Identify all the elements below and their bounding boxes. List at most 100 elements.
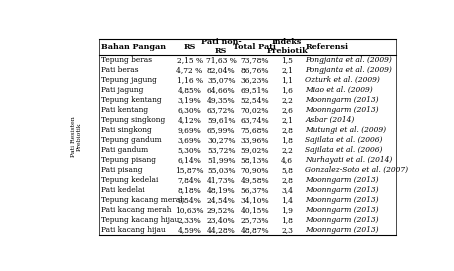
Text: 86,76%: 86,76% bbox=[241, 66, 269, 74]
Text: 44,28%: 44,28% bbox=[207, 226, 236, 234]
Text: 58,13%: 58,13% bbox=[241, 156, 269, 164]
Text: 2,1: 2,1 bbox=[281, 66, 293, 74]
Text: 2,2: 2,2 bbox=[281, 146, 293, 154]
Text: Pati Resisten
Prebiotik: Pati Resisten Prebiotik bbox=[71, 117, 82, 157]
Text: Pati kacang hijau: Pati kacang hijau bbox=[101, 226, 166, 234]
Text: Moonngarm (2013): Moonngarm (2013) bbox=[305, 216, 379, 224]
Text: Sajilata et al. (2006): Sajilata et al. (2006) bbox=[305, 146, 383, 154]
Text: Moonngarm (2013): Moonngarm (2013) bbox=[305, 226, 379, 234]
Text: Referensi: Referensi bbox=[305, 43, 348, 51]
Text: 1,16 %: 1,16 % bbox=[177, 76, 202, 84]
Text: 48,19%: 48,19% bbox=[207, 186, 236, 194]
Text: 36,23%: 36,23% bbox=[241, 76, 269, 84]
Text: 6,30%: 6,30% bbox=[178, 106, 202, 114]
Text: 64,66%: 64,66% bbox=[207, 86, 236, 94]
Text: Tepung beras: Tepung beras bbox=[101, 56, 152, 64]
Text: Asbar (2014): Asbar (2014) bbox=[305, 116, 355, 124]
Text: 1,8: 1,8 bbox=[281, 136, 293, 144]
Text: Pati kentang: Pati kentang bbox=[101, 106, 148, 114]
Text: Tepung gandum: Tepung gandum bbox=[101, 136, 162, 144]
Text: 3,4: 3,4 bbox=[281, 186, 293, 194]
Text: 2,8: 2,8 bbox=[281, 176, 293, 184]
Text: RS: RS bbox=[183, 43, 196, 51]
Text: Moonngarm (2013): Moonngarm (2013) bbox=[305, 96, 379, 104]
Text: Nurhayati et al. (2014): Nurhayati et al. (2014) bbox=[305, 156, 392, 164]
Text: 65,99%: 65,99% bbox=[207, 126, 236, 134]
Text: Pati pisang: Pati pisang bbox=[101, 166, 143, 174]
Text: Pati jagung: Pati jagung bbox=[101, 86, 143, 94]
Text: 2,15 %: 2,15 % bbox=[177, 56, 202, 64]
Text: Tepung singkong: Tepung singkong bbox=[101, 116, 165, 124]
Text: 34,10%: 34,10% bbox=[240, 196, 269, 204]
Text: 2,8: 2,8 bbox=[281, 126, 293, 134]
Text: Indeks
Prebiotik: Indeks Prebiotik bbox=[266, 38, 308, 55]
Text: 4,85%: 4,85% bbox=[178, 86, 202, 94]
Text: 1,4: 1,4 bbox=[281, 196, 293, 204]
Text: 1,1: 1,1 bbox=[281, 76, 293, 84]
Text: 35,07%: 35,07% bbox=[207, 76, 236, 84]
Text: Mutungi et al. (2009): Mutungi et al. (2009) bbox=[305, 126, 386, 134]
Text: 15,87%: 15,87% bbox=[175, 166, 204, 174]
Text: 55,03%: 55,03% bbox=[207, 166, 236, 174]
Text: Miao et al. (2009): Miao et al. (2009) bbox=[305, 86, 373, 94]
Text: 2,6: 2,6 bbox=[281, 106, 293, 114]
Text: 5,30%: 5,30% bbox=[178, 146, 202, 154]
Text: 48,87%: 48,87% bbox=[240, 226, 269, 234]
Text: 4,6: 4,6 bbox=[281, 156, 293, 164]
Text: 53,72%: 53,72% bbox=[207, 146, 236, 154]
Text: 1,8: 1,8 bbox=[281, 216, 293, 224]
Text: 2,1: 2,1 bbox=[281, 116, 293, 124]
Text: 75,68%: 75,68% bbox=[241, 126, 269, 134]
Text: 63,72%: 63,72% bbox=[207, 106, 236, 114]
Text: 70,02%: 70,02% bbox=[241, 106, 269, 114]
Text: 49,58%: 49,58% bbox=[240, 176, 269, 184]
Text: Pati non-
RS: Pati non- RS bbox=[201, 38, 242, 55]
Text: 6,14%: 6,14% bbox=[178, 156, 202, 164]
Text: Pati beras: Pati beras bbox=[101, 66, 139, 74]
Text: Sajilata et al. (2006): Sajilata et al. (2006) bbox=[305, 136, 383, 144]
Text: Pati kacang merah: Pati kacang merah bbox=[101, 206, 172, 214]
Text: 1,6: 1,6 bbox=[281, 86, 293, 94]
Text: Tepung kacang hijau: Tepung kacang hijau bbox=[101, 216, 179, 224]
Text: Gonzalez-Soto et al. (2007): Gonzalez-Soto et al. (2007) bbox=[305, 166, 408, 174]
Text: 51,99%: 51,99% bbox=[207, 156, 236, 164]
Text: 9,54%: 9,54% bbox=[178, 196, 202, 204]
Text: 8,18%: 8,18% bbox=[178, 186, 202, 194]
Text: 4,72 %: 4,72 % bbox=[177, 66, 202, 74]
Text: 24,54%: 24,54% bbox=[207, 196, 236, 204]
Text: 25,73%: 25,73% bbox=[241, 216, 269, 224]
Text: 52,54%: 52,54% bbox=[240, 96, 269, 104]
Text: Moonngarm (2013): Moonngarm (2013) bbox=[305, 186, 379, 194]
Text: 1,5: 1,5 bbox=[281, 56, 293, 64]
Text: Moonngarm (2013): Moonngarm (2013) bbox=[305, 176, 379, 184]
Text: 2,33%: 2,33% bbox=[178, 216, 202, 224]
Text: 3,19%: 3,19% bbox=[178, 96, 202, 104]
Text: 4,12%: 4,12% bbox=[178, 116, 202, 124]
Text: 59,61%: 59,61% bbox=[207, 116, 236, 124]
Text: Moonngarm (2013): Moonngarm (2013) bbox=[305, 206, 379, 214]
Text: Pati kedelai: Pati kedelai bbox=[101, 186, 145, 194]
Text: 4,59%: 4,59% bbox=[178, 226, 202, 234]
Text: 56,37%: 56,37% bbox=[241, 186, 269, 194]
Text: 49,35%: 49,35% bbox=[207, 96, 236, 104]
Text: Moonngarm (2013): Moonngarm (2013) bbox=[305, 106, 379, 114]
Text: 59,02%: 59,02% bbox=[241, 146, 269, 154]
Text: Tepung pisang: Tepung pisang bbox=[101, 156, 156, 164]
Text: Tepung kentang: Tepung kentang bbox=[101, 96, 162, 104]
Text: 71,63 %: 71,63 % bbox=[206, 56, 237, 64]
Text: 41,73%: 41,73% bbox=[207, 176, 236, 184]
Text: 40,15%: 40,15% bbox=[240, 206, 269, 214]
Text: 30,27%: 30,27% bbox=[207, 136, 236, 144]
Text: 7,84%: 7,84% bbox=[178, 176, 202, 184]
Text: Total Pati: Total Pati bbox=[233, 43, 276, 51]
Text: 23,40%: 23,40% bbox=[207, 216, 236, 224]
Text: 10,63%: 10,63% bbox=[175, 206, 204, 214]
Text: Bahan Pangan: Bahan Pangan bbox=[101, 43, 166, 51]
Text: Pati singkong: Pati singkong bbox=[101, 126, 152, 134]
Text: Ozturk et al. (2009): Ozturk et al. (2009) bbox=[305, 76, 380, 84]
Text: 2,3: 2,3 bbox=[281, 226, 293, 234]
Text: Moonngarm (2013): Moonngarm (2013) bbox=[305, 196, 379, 204]
Text: 82,04%: 82,04% bbox=[207, 66, 236, 74]
Text: 69,51%: 69,51% bbox=[241, 86, 269, 94]
Text: 9,69%: 9,69% bbox=[178, 126, 202, 134]
